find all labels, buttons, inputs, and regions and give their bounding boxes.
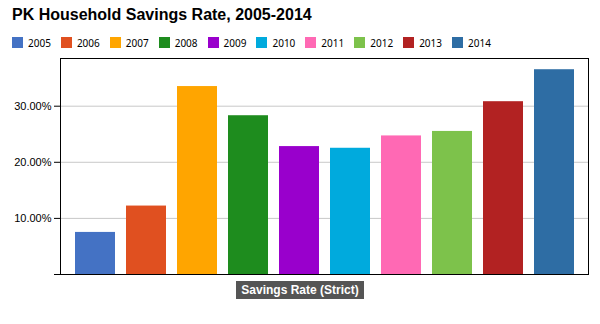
html-text:2012: 2012 — [370, 35, 394, 50]
svg-text:10.00%: 10.00% — [14, 212, 52, 224]
html-text:2011: 2011 — [321, 35, 345, 50]
html-text:2013: 2013 — [419, 35, 442, 50]
html-text:Savings Rate (Strict): Savings Rate (Strict) — [241, 283, 359, 297]
html-text:2008: 2008 — [174, 35, 198, 50]
html-text:2007: 2007 — [125, 35, 149, 50]
html-text:PK Household Savings Rate, 200: PK Household Savings Rate, 2005-2014 — [12, 6, 312, 23]
html-text:2009: 2009 — [223, 35, 247, 50]
svg-text:20.00%: 20.00% — [14, 156, 52, 168]
html-text:2006: 2006 — [76, 35, 100, 50]
html-text:2014: 2014 — [468, 35, 491, 50]
html-text:2010: 2010 — [272, 35, 296, 50]
html-text:2005: 2005 — [28, 35, 51, 50]
svg-text:30.00%: 30.00% — [14, 100, 52, 112]
